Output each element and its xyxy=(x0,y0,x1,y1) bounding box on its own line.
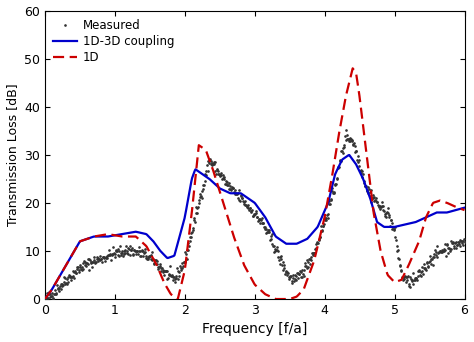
Measured xyxy=(43,297,48,301)
Measured xyxy=(161,269,167,273)
X-axis label: Frequency [f/a]: Frequency [f/a] xyxy=(202,323,308,337)
1D xyxy=(387,275,392,279)
1D xyxy=(241,263,247,267)
1D-3D coupling xyxy=(244,195,250,199)
Measured xyxy=(146,255,151,259)
1D xyxy=(42,297,48,301)
1D-3D coupling xyxy=(292,242,298,246)
Line: Measured: Measured xyxy=(44,129,466,300)
1D-3D coupling xyxy=(462,206,467,210)
1D-3D coupling xyxy=(42,297,48,301)
Y-axis label: Transmission Loss [dB]: Transmission Loss [dB] xyxy=(6,83,18,226)
Measured xyxy=(318,224,324,228)
Measured xyxy=(175,268,181,273)
Line: 1D-3D coupling: 1D-3D coupling xyxy=(45,155,465,299)
1D xyxy=(350,66,356,70)
1D-3D coupling xyxy=(269,228,275,232)
Line: 1D: 1D xyxy=(45,68,465,299)
Measured xyxy=(42,295,48,300)
1D xyxy=(452,205,458,209)
Legend: Measured, 1D-3D coupling, 1D: Measured, 1D-3D coupling, 1D xyxy=(51,16,177,66)
1D-3D coupling xyxy=(387,225,392,229)
1D xyxy=(269,295,275,299)
1D-3D coupling xyxy=(346,153,352,157)
Measured xyxy=(370,193,375,197)
1D-3D coupling xyxy=(452,208,458,212)
1D xyxy=(462,208,467,212)
Measured xyxy=(421,266,427,270)
1D-3D coupling xyxy=(241,194,247,198)
1D xyxy=(292,295,298,299)
Measured xyxy=(462,240,467,244)
1D xyxy=(244,268,250,272)
Measured xyxy=(343,128,348,132)
